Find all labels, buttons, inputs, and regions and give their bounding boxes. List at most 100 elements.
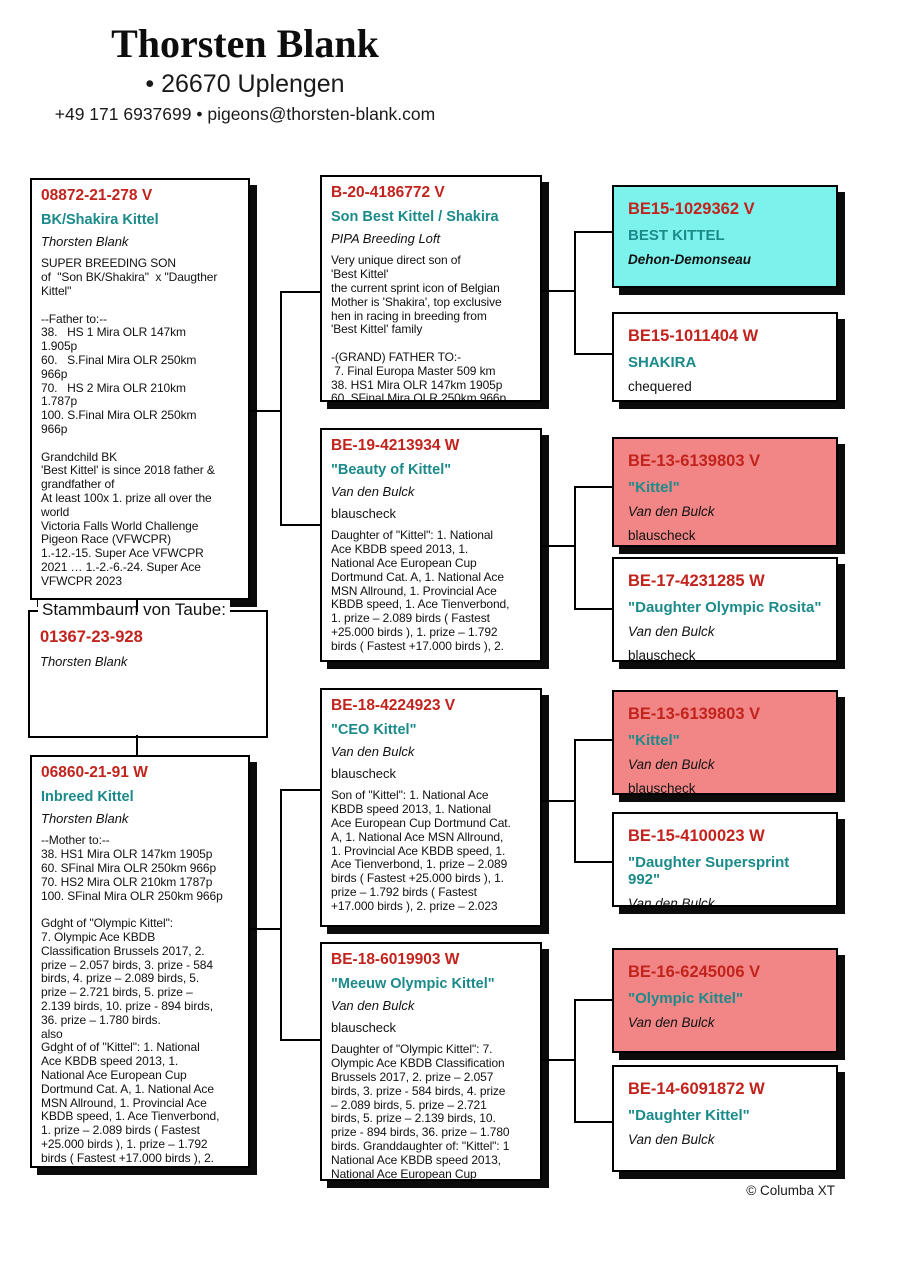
connector-line (574, 486, 576, 610)
connector-line (280, 291, 282, 526)
breeder-name: Van den Bulck (331, 998, 415, 1014)
ring-number: 06860-21-91 W (41, 764, 148, 781)
connector-line (574, 1121, 612, 1123)
connector-line (250, 928, 282, 930)
pedigree-box-ggp-1: BE15-1029362 V BEST KITTEL Dehon-Demonse… (612, 185, 838, 288)
ring-number: 01367-23-928 (40, 628, 143, 646)
pedigree-box-ggp-4: BE-17-4231285 W "Daughter Olympic Rosita… (612, 557, 838, 662)
pigeon-name: Inbreed Kittel (41, 788, 134, 805)
ring-number: BE-18-4224923 V (331, 697, 456, 714)
connector-line (136, 735, 138, 757)
subject-box: Stammbaum von Taube: 01367-23-928 Thorst… (28, 600, 268, 738)
software-copyright: © Columba XT (746, 1183, 835, 1198)
pigeon-name: Son Best Kittel / Shakira (331, 208, 499, 225)
breeder-name: Van den Bulck (628, 896, 715, 907)
pedigree-box-dam-dam: BE-18-6019903 W "Meeuw Olympic Kittel" V… (320, 942, 542, 1181)
subject-label: Stammbaum von Taube: (38, 600, 230, 620)
pedigree-box-dam: 06860-21-91 W Inbreed Kittel Thorsten Bl… (30, 755, 250, 1168)
connector-line (574, 739, 576, 863)
achievements-text: Son of "Kittel": 1. National Ace KBDB sp… (331, 788, 511, 913)
achievements-text: --Mother to:-- 38. HS1 Mira OLR 147km 19… (41, 833, 223, 1165)
ring-number: B-20-4186772 V (331, 184, 445, 201)
pedigree-box-ggp-6: BE-15-4100023 W "Daughter Supersprint 99… (612, 812, 838, 907)
ring-number: BE15-1029362 V (628, 200, 755, 218)
pigeon-name: "Olympic Kittel" (628, 989, 744, 1007)
pedigree-box-ggp-3: BE-13-6139803 V "Kittel" Van den Bulck b… (612, 437, 838, 547)
achievements-text: Very unique direct son of 'Best Kittel' … (331, 253, 507, 402)
pedigree-box-ggp-7: BE-16-6245006 V "Olympic Kittel" Van den… (612, 948, 838, 1053)
connector-line (574, 231, 612, 233)
achievements-text: Daughter of "Olympic Kittel": 7. Olympic… (331, 1042, 510, 1181)
feather-color: blauscheck (628, 527, 696, 543)
connector-line (542, 290, 576, 292)
feather-color: blauscheck (331, 766, 397, 782)
pigeon-name: "Kittel" (628, 478, 680, 496)
connector-line (542, 545, 576, 547)
achievements-text: Daughter of "Kittel": 1. National Ace KB… (331, 528, 510, 653)
connector-line (280, 789, 320, 791)
connector-line (136, 598, 138, 612)
pigeon-name: SHAKIRA (628, 353, 697, 371)
pedigree-box-ggp-5: BE-13-6139803 V "Kittel" Van den Bulck b… (612, 690, 838, 795)
connector-line (574, 999, 612, 1001)
breeder-name: Van den Bulck (628, 504, 715, 520)
pedigree-box-sire-dam: BE-19-4213934 W "Beauty of Kittel" Van d… (320, 428, 542, 662)
breeder-name: Van den Bulck (628, 1015, 715, 1031)
pedigree-box-sire: 08872-21-278 V BK/Shakira Kittel Thorste… (30, 178, 250, 600)
achievements-text: SUPER BREEDING SON of "Son BK/Shakira" x… (41, 256, 218, 588)
connector-line (542, 1059, 576, 1061)
breeder-name: Thorsten Blank (41, 234, 129, 250)
pedigree-box-ggp-8: BE-14-6091872 W "Daughter Kittel" Van de… (612, 1065, 838, 1172)
feather-color: chequered (628, 379, 692, 395)
pigeon-name: "Kittel" (628, 731, 680, 749)
loft-address: • 26670 Uplengen (145, 70, 345, 98)
connector-line (280, 1039, 320, 1041)
breeder-name: Van den Bulck (628, 1132, 715, 1148)
feather-color: blauscheck (628, 780, 696, 795)
ring-number: BE-14-6091872 W (628, 1080, 765, 1098)
connector-line (250, 410, 282, 412)
breeder-name: Thorsten Blank (40, 653, 128, 669)
ring-number: BE-13-6139803 V (628, 705, 761, 723)
pigeon-name: "Daughter Kittel" (628, 1106, 750, 1124)
connector-line (574, 999, 576, 1123)
pedigree-box-sire-sire: B-20-4186772 V Son Best Kittel / Shakira… (320, 175, 542, 402)
connector-line (280, 789, 282, 1041)
ring-number: BE15-1011404 W (628, 327, 759, 345)
connector-line (542, 800, 576, 802)
connector-line (574, 861, 612, 863)
pedigree-box-dam-sire: BE-18-4224923 V "CEO Kittel" Van den Bul… (320, 688, 542, 927)
ring-number: BE-18-6019903 W (331, 951, 460, 968)
breeder-name: Van den Bulck (628, 624, 715, 640)
breeder-name: Thorsten Blank (41, 811, 129, 827)
pigeon-name: "CEO Kittel" (331, 721, 417, 738)
breeder-name: Dehon-Demonseau (628, 252, 752, 268)
breeder-name: PIPA Breeding Loft (331, 231, 441, 247)
connector-line (280, 291, 320, 293)
breeder-name: Van den Bulck (331, 744, 415, 760)
ring-number: BE-17-4231285 W (628, 572, 765, 590)
feather-color: blauscheck (331, 506, 397, 522)
ring-number: 08872-21-278 V (41, 187, 153, 204)
connector-line (574, 231, 576, 355)
pigeon-name: BEST KITTEL (628, 226, 725, 244)
loft-name: Thorsten Blank (111, 21, 379, 66)
loft-contact: +49 171 6937699 • pigeons@thorsten-blank… (54, 104, 436, 124)
pigeon-name: "Beauty of Kittel" (331, 461, 452, 478)
connector-line (280, 524, 320, 526)
pedigree-box-ggp-2: BE15-1011404 W SHAKIRA chequered (612, 312, 838, 402)
feather-color: blauscheck (628, 647, 696, 662)
ring-number: BE-16-6245006 V (628, 963, 761, 981)
loft-header: Thorsten Blank • 26670 Uplengen +49 171 … (30, 22, 460, 125)
connector-line (574, 353, 612, 355)
breeder-name: Van den Bulck (331, 484, 415, 500)
connector-line (574, 486, 612, 488)
pigeon-name: "Meeuw Olympic Kittel" (331, 975, 495, 992)
connector-line (574, 739, 612, 741)
breeder-name: Van den Bulck (628, 757, 715, 773)
connector-line (574, 608, 612, 610)
pigeon-name: "Daughter Supersprint 992" (628, 853, 790, 889)
ring-number: BE-13-6139803 V (628, 452, 761, 470)
pigeon-name: "Daughter Olympic Rosita" (628, 598, 822, 616)
